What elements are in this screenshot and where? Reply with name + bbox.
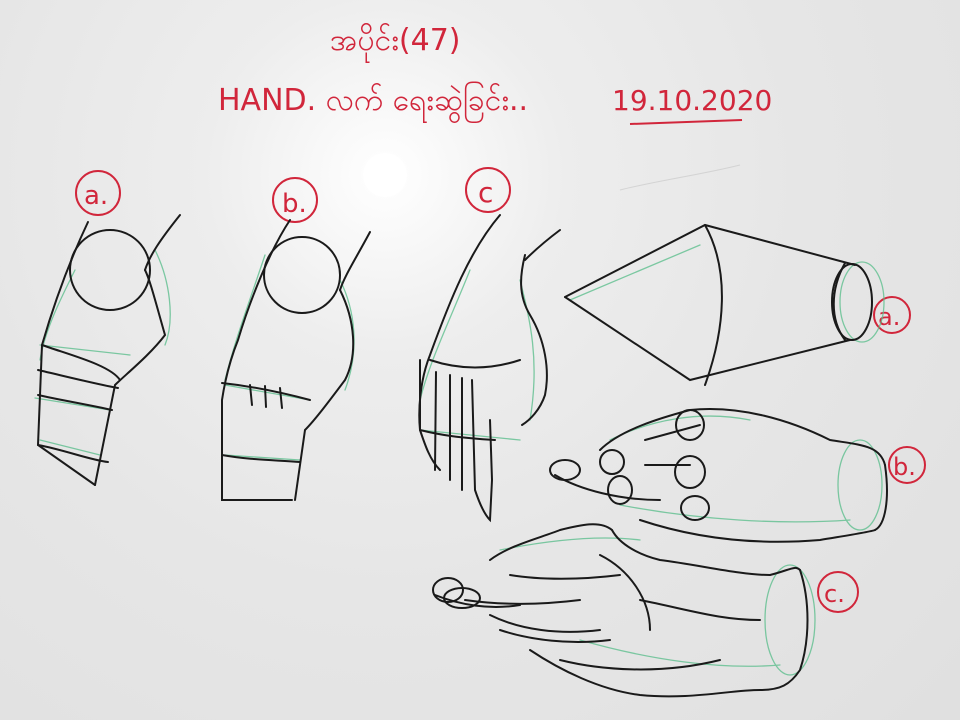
sketch-mitten-hand-b [221, 219, 371, 501]
label-right-c: c. [817, 571, 859, 613]
label-left-b: b. [272, 177, 318, 223]
lesson-number: အပိုင်း(47) [330, 23, 461, 64]
svg-text:b.: b. [893, 453, 916, 481]
date-text: 19.10.2020 [612, 84, 772, 117]
label-left-a: a. [75, 170, 121, 216]
label-right-b: b. [888, 446, 926, 484]
svg-text:a.: a. [878, 303, 900, 331]
date-underline [629, 119, 743, 125]
svg-text:c: c [478, 176, 493, 209]
smudge-mark [619, 164, 741, 191]
sketch-cylinder-hand-b [549, 408, 888, 543]
svg-text:c.: c. [824, 580, 845, 608]
svg-text:b.: b. [282, 189, 307, 219]
svg-text:a.: a. [84, 181, 108, 211]
sketch-detailed-hand-c [432, 523, 816, 698]
subject-title: HAND. လက် ရေးဆွဲခြင်း.. [218, 81, 528, 124]
sketch-hand-fingers-c [418, 214, 561, 523]
sketch-block-hand-a [34, 214, 181, 486]
light-glare [363, 153, 407, 197]
label-left-c: c [465, 167, 511, 213]
sketch-cone-hand-a [564, 223, 885, 386]
